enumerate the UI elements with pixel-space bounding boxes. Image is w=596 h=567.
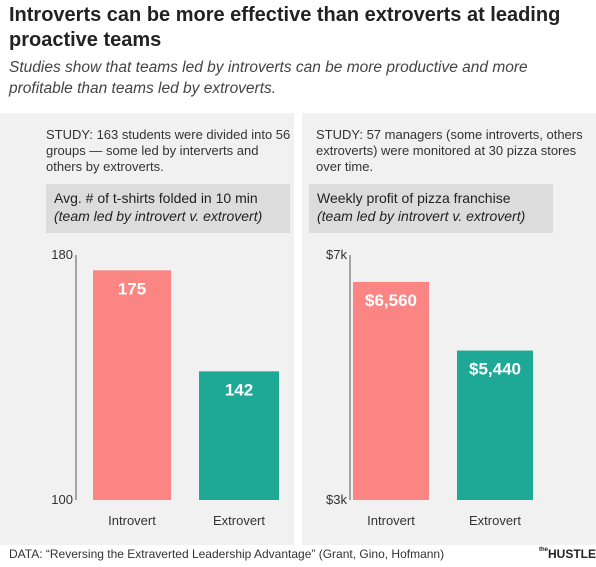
page-subtitle: Studies show that teams led by introvert… <box>9 59 528 97</box>
data-label-left-introvert: 175 <box>118 279 146 298</box>
metric-box-left: Avg. # of t-shirts folded in 10 min (tea… <box>46 184 290 233</box>
study-description-right: STUDY: 57 managers (some introverts, oth… <box>316 127 583 174</box>
data-label-left-extrovert: 142 <box>225 380 253 399</box>
bar-right-extrovert <box>457 350 533 500</box>
page-title: Introverts can be more effective than ex… <box>9 4 561 51</box>
data-source: DATA: “Reversing the Extraverted Leaders… <box>9 547 445 561</box>
y-tick-label-right-max: $7k <box>326 247 347 262</box>
study-description-left: STUDY: 163 students were divided into 56… <box>46 127 291 174</box>
metric-subtitle-left: (team led by introvert v. extrovert) <box>54 208 263 224</box>
metric-box-right: Weekly profit of pizza franchise (team l… <box>309 184 553 233</box>
bar-left-extrovert <box>199 371 279 500</box>
category-label-left-introvert: Introvert <box>108 513 156 528</box>
metric-title-left: Avg. # of t-shirts folded in 10 min <box>54 190 258 206</box>
metric-subtitle-right: (team led by introvert v. extrovert) <box>317 208 526 224</box>
category-label-right-extrovert: Extrovert <box>469 513 521 528</box>
logo-name: HUSTLE <box>548 547 596 561</box>
data-label-right-extrovert: $5,440 <box>469 360 521 379</box>
data-label-right-introvert: $6,560 <box>365 291 417 310</box>
bar-right-introvert <box>353 281 429 500</box>
metric-title-right: Weekly profit of pizza franchise <box>317 190 511 206</box>
hustle-logo: theHUSTLE <box>539 547 596 561</box>
category-label-left-extrovert: Extrovert <box>213 513 265 528</box>
y-tick-label-right-min: $3k <box>326 492 347 507</box>
bar-left-introvert <box>93 270 171 500</box>
y-tick-label-left-min: 100 <box>51 492 73 507</box>
category-label-right-introvert: Introvert <box>367 513 415 528</box>
y-tick-label-left-max: 180 <box>51 247 73 262</box>
logo-the: the <box>539 547 548 553</box>
